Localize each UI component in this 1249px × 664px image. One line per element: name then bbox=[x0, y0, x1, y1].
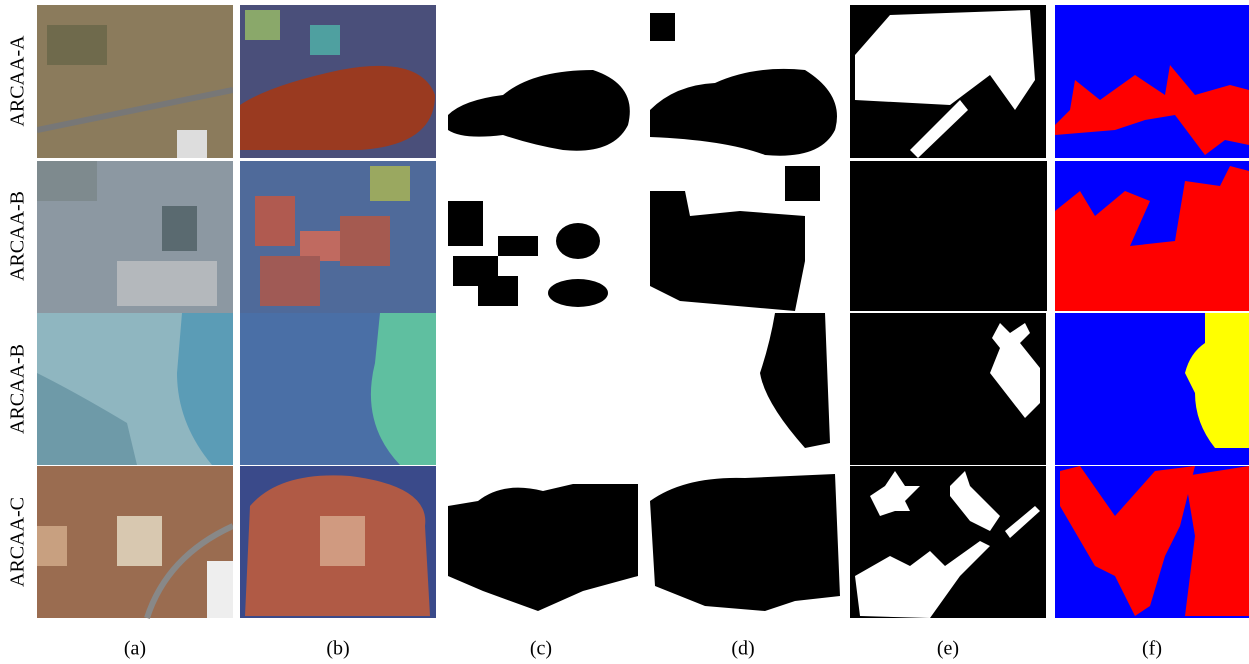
column-label: (d) bbox=[731, 638, 754, 660]
label-map-f2 bbox=[1055, 161, 1249, 311]
row-label: ARCAA-A bbox=[7, 35, 29, 127]
mask-c4 bbox=[443, 466, 640, 618]
label-map-f3 bbox=[1055, 313, 1249, 465]
mask-c2 bbox=[443, 161, 640, 311]
heatmap-b2 bbox=[240, 161, 436, 314]
heatmap-b4 bbox=[240, 466, 436, 618]
mask-e1 bbox=[850, 5, 1047, 158]
mask-c3 bbox=[443, 313, 640, 465]
mask-e2 bbox=[850, 161, 1047, 311]
mask-d4 bbox=[645, 466, 842, 618]
image-a2 bbox=[37, 161, 233, 314]
image-a1 bbox=[37, 5, 233, 158]
row-label: ARCAA-C bbox=[7, 497, 29, 587]
mask-c1 bbox=[443, 5, 640, 158]
mask-d3 bbox=[645, 313, 842, 465]
mask-d2 bbox=[645, 161, 842, 311]
column-label: (b) bbox=[326, 638, 349, 660]
label-map-f1 bbox=[1055, 5, 1249, 158]
figure: ARCAA-A ARCAA-B ARCAA-B ARCAA-C (a) (b) … bbox=[0, 0, 1249, 664]
mask-e3 bbox=[850, 313, 1047, 465]
row-label: ARCAA-B bbox=[7, 344, 29, 434]
column-label: (f) bbox=[1142, 638, 1162, 660]
column-label: (c) bbox=[530, 638, 552, 660]
image-a4 bbox=[37, 466, 233, 618]
image-a3 bbox=[37, 313, 233, 465]
column-label: (e) bbox=[937, 638, 959, 660]
page: ARCAA-A ARCAA-B ARCAA-B ARCAA-C (a) (b) … bbox=[0, 0, 1249, 664]
column-label: (a) bbox=[124, 638, 146, 660]
mask-d1 bbox=[645, 5, 842, 158]
label-map-f4 bbox=[1055, 466, 1249, 618]
heatmap-b1 bbox=[240, 5, 436, 158]
row-label: ARCAA-B bbox=[7, 191, 29, 281]
heatmap-b3 bbox=[240, 313, 436, 465]
mask-e4 bbox=[850, 466, 1047, 618]
